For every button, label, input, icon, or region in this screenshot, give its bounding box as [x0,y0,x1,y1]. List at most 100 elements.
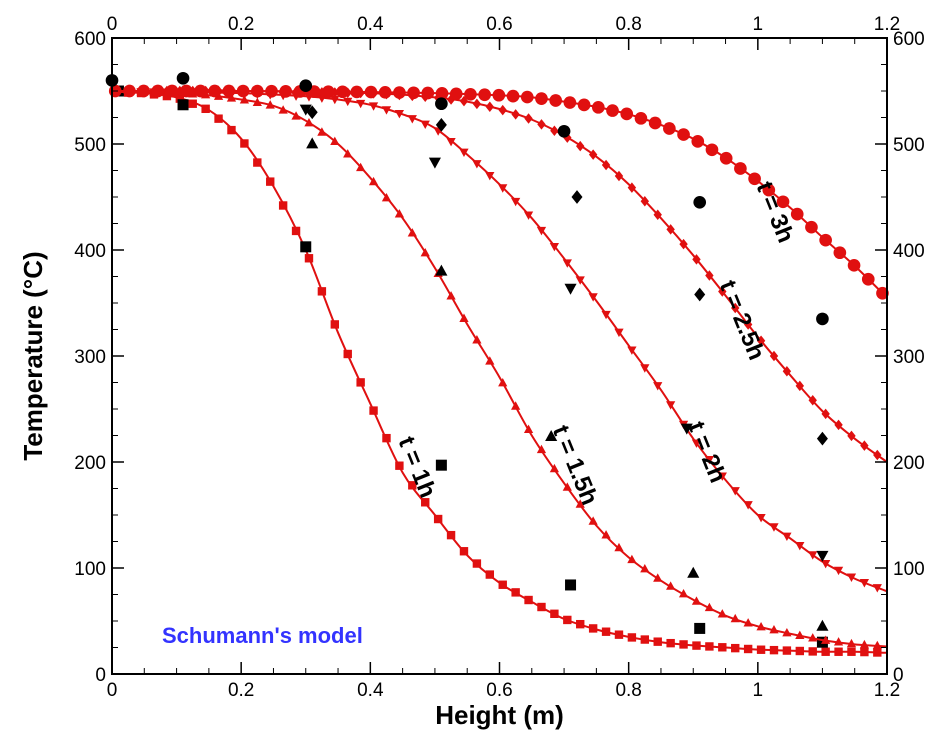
model-marker [317,94,327,103]
experiment-point [816,312,829,326]
model-marker [808,633,818,642]
model-marker [730,613,740,623]
model-marker [876,286,889,300]
x-tick-label-top: 0 [107,14,118,35]
model-marker [588,149,598,160]
model-marker [614,542,624,552]
series-circle [105,71,889,326]
model-marker [833,566,844,576]
model-marker [523,211,534,220]
model-marker [381,106,392,115]
model-marker [562,482,572,491]
model-marker [731,643,740,653]
experiment-point [435,97,448,111]
model-marker [446,530,456,540]
model-marker [873,449,882,461]
model-marker [550,125,559,136]
model-marker [782,532,792,542]
model-marker [266,177,275,186]
y-tick-label-right: 0 [893,665,904,686]
model-marker [449,87,463,101]
model-marker [393,86,406,99]
model-marker [511,197,521,207]
y-tick-label-right: 100 [893,559,925,580]
experiment-point [176,71,190,85]
model-marker [498,377,508,387]
model-marker [511,401,521,410]
model-marker [834,647,843,656]
experiment-point [299,104,312,116]
model-marker [663,122,676,135]
model-marker [472,98,482,110]
experiment-point [435,264,448,276]
model-marker [537,119,546,130]
model-marker [394,209,405,218]
model-marker [464,87,477,101]
model-marker [762,183,776,197]
model-marker [208,84,222,98]
experiment-point [687,566,700,578]
model-marker [356,162,366,172]
y-tick-label-left: 100 [74,559,106,580]
model-marker [653,573,663,582]
model-marker [291,226,301,236]
model-marker [304,254,314,263]
model-marker [472,335,482,344]
model-marker [847,647,856,656]
model-marker [795,646,805,656]
model-marker [577,98,591,112]
y-tick-label-right: 600 [893,29,925,50]
x-tick-label-top: 1 [753,14,764,35]
model-marker [407,86,420,100]
model-marker [601,159,611,171]
model-marker [808,395,817,406]
model-curve-line [111,90,888,648]
x-axis-title: Height (m) [435,700,564,730]
model-marker [304,117,314,127]
model-marker [222,84,236,98]
x-tick-label-bottom: 1.2 [874,680,900,701]
model-marker [705,642,714,651]
model-marker [343,149,353,158]
curve-label: t = 1.5h [547,421,603,508]
x-tick-label-bottom: 0.8 [615,680,641,701]
model-marker [330,95,340,105]
experiment-point [680,423,693,435]
model-marker [821,408,830,420]
model-marker [194,84,207,98]
y-tick-label-left: 500 [74,135,106,156]
model-marker [562,259,572,268]
model-marker [704,602,715,612]
experiment-point [299,79,313,93]
model-marker [769,523,779,532]
model-marker [265,100,275,109]
model-marker [588,516,598,525]
experiment-point [565,579,577,591]
y-tick-label-right: 400 [893,241,925,262]
model-marker [368,102,379,111]
model-marker [446,137,456,147]
model-marker [378,85,392,99]
experiment-point [557,124,571,138]
model-marker [278,201,288,210]
model-marker [498,104,507,116]
x-tick-label-bottom: 0.6 [486,680,512,701]
model-marker [549,463,560,473]
experiment-point [177,99,189,111]
experiment-point [816,431,828,446]
model-marker [846,573,857,582]
model-marker [734,162,747,175]
model-marker [743,319,753,330]
model-marker [808,551,818,560]
experiment-point [545,429,558,441]
experiment-point [428,157,441,169]
model-marker [563,96,577,109]
model-marker [523,424,534,434]
model-marker [860,440,869,451]
model-curve-line [111,91,888,654]
model-marker [847,259,861,272]
model-marker [535,92,548,105]
model-marker [601,627,611,636]
model-marker [343,349,352,359]
